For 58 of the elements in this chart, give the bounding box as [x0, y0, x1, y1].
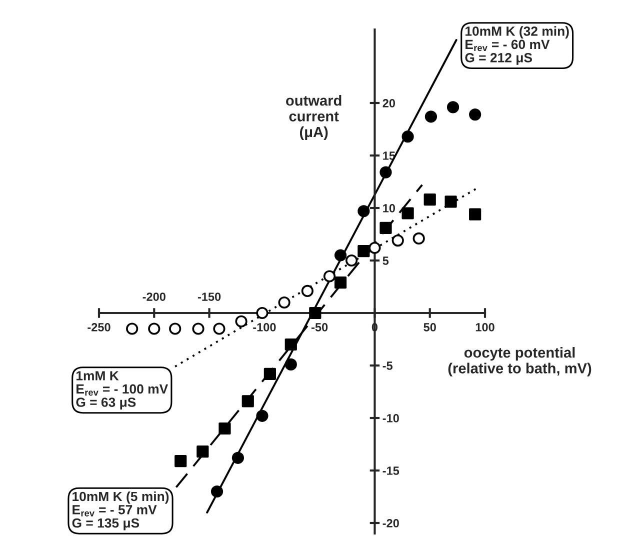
point [148, 322, 160, 335]
point [380, 222, 392, 234]
point [402, 207, 414, 220]
point [278, 296, 290, 309]
point [169, 322, 182, 335]
point [469, 108, 482, 121]
point [242, 395, 254, 408]
point [424, 194, 436, 206]
point [358, 205, 370, 218]
point [218, 422, 231, 435]
y-tick-label: -20 [382, 519, 399, 528]
point [210, 485, 224, 498]
y-tick-label: 20 [382, 99, 395, 108]
x-tick-label: -100 [253, 323, 276, 332]
x2-tick-label: -200 [142, 292, 166, 301]
series-label: 10mM K (32 min) E$_{rev}$ = - 60 mV G = 212 μS [465, 26, 569, 65]
point [323, 270, 336, 282]
point [368, 242, 381, 254]
y-axis-title: outward current (μA) [286, 95, 342, 140]
x2-tick-label: -150 [198, 292, 221, 301]
point [284, 338, 297, 351]
y-tick-label: 5 [382, 256, 389, 265]
point [213, 322, 226, 335]
point [392, 234, 404, 247]
point [235, 315, 248, 328]
point [469, 208, 482, 220]
point [346, 254, 358, 267]
point [232, 452, 244, 464]
point [334, 276, 347, 289]
y-tick-label: -5 [382, 362, 393, 370]
point [264, 368, 276, 380]
point [192, 322, 204, 335]
point [412, 232, 425, 245]
x-axis-title: oocyte potential (relative to bath, mV) [448, 347, 592, 376]
point [444, 196, 457, 208]
y-tick-label: -15 [382, 466, 400, 475]
point [256, 410, 268, 422]
point [334, 249, 347, 262]
x-tick-label: 100 [476, 323, 494, 332]
point [256, 306, 268, 320]
x-tick-label: -250 [88, 323, 110, 332]
series-label: 10mM K (5 min) E$_{rev}$ = - 57 mV G = 135 μS [72, 491, 169, 530]
y-tick-label: 10 [383, 204, 395, 212]
x-tick-label: -50 [312, 323, 328, 332]
point [424, 110, 438, 123]
x-tick-label: 50 [424, 323, 436, 332]
point [446, 101, 460, 114]
point [309, 306, 322, 320]
point [174, 454, 187, 468]
point [301, 284, 314, 298]
series-label: 1mM K E$_{rev}$ = - 100 mV G = 63 μS [76, 371, 168, 410]
y-tick-label: -10 [382, 414, 399, 422]
point [284, 358, 297, 371]
point [126, 322, 138, 335]
point [196, 446, 209, 458]
point [402, 130, 414, 143]
point [380, 166, 392, 178]
point [358, 244, 370, 258]
